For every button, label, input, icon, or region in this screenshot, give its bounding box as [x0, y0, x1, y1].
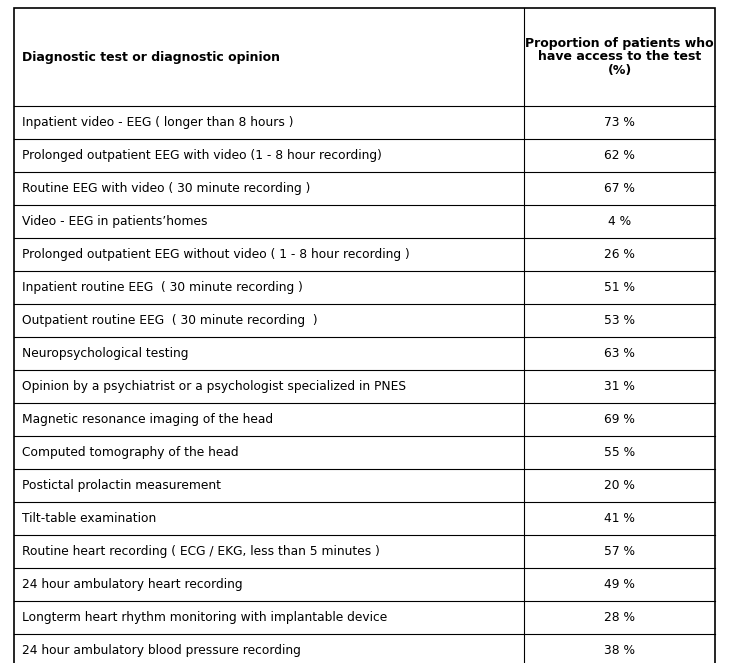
- Text: Prolonged outpatient EEG with video (1 - 8 hour recording): Prolonged outpatient EEG with video (1 -…: [22, 149, 382, 162]
- Text: Computed tomography of the head: Computed tomography of the head: [22, 446, 238, 459]
- Text: 69 %: 69 %: [604, 413, 635, 426]
- Text: Prolonged outpatient EEG without video ( 1 - 8 hour recording ): Prolonged outpatient EEG without video (…: [22, 248, 410, 261]
- Text: 38 %: 38 %: [604, 644, 635, 657]
- Text: Longterm heart rhythm monitoring with implantable device: Longterm heart rhythm monitoring with im…: [22, 611, 387, 624]
- Text: Opinion by a psychiatrist or a psychologist specialized in PNES: Opinion by a psychiatrist or a psycholog…: [22, 380, 406, 393]
- Text: (%): (%): [607, 64, 632, 78]
- Text: 41 %: 41 %: [604, 512, 635, 525]
- Text: 55 %: 55 %: [604, 446, 635, 459]
- Text: 24 hour ambulatory blood pressure recording: 24 hour ambulatory blood pressure record…: [22, 644, 301, 657]
- Text: 51 %: 51 %: [604, 281, 635, 294]
- Text: 53 %: 53 %: [604, 314, 635, 327]
- Text: 67 %: 67 %: [604, 182, 635, 195]
- Text: Inpatient video - EEG ( longer than 8 hours ): Inpatient video - EEG ( longer than 8 ho…: [22, 116, 294, 129]
- Text: 31 %: 31 %: [604, 380, 635, 393]
- Text: Proportion of patients who: Proportion of patients who: [526, 36, 714, 50]
- Text: Video - EEG in patients’homes: Video - EEG in patients’homes: [22, 215, 208, 228]
- Text: 63 %: 63 %: [604, 347, 635, 360]
- Text: Routine EEG with video ( 30 minute recording ): Routine EEG with video ( 30 minute recor…: [22, 182, 311, 195]
- Text: 49 %: 49 %: [604, 578, 635, 591]
- Text: have access to the test: have access to the test: [538, 50, 701, 64]
- Text: 24 hour ambulatory heart recording: 24 hour ambulatory heart recording: [22, 578, 243, 591]
- Text: Tilt-table examination: Tilt-table examination: [22, 512, 156, 525]
- Text: 20 %: 20 %: [604, 479, 635, 492]
- Text: 57 %: 57 %: [604, 545, 635, 558]
- Text: Outpatient routine EEG  ( 30 minute recording  ): Outpatient routine EEG ( 30 minute recor…: [22, 314, 318, 327]
- Text: Magnetic resonance imaging of the head: Magnetic resonance imaging of the head: [22, 413, 273, 426]
- Text: Postictal prolactin measurement: Postictal prolactin measurement: [22, 479, 221, 492]
- Text: Routine heart recording ( ECG / EKG, less than 5 minutes ): Routine heart recording ( ECG / EKG, les…: [22, 545, 380, 558]
- Text: 73 %: 73 %: [604, 116, 635, 129]
- Text: Diagnostic test or diagnostic opinion: Diagnostic test or diagnostic opinion: [22, 50, 280, 64]
- Text: Neuropsychological testing: Neuropsychological testing: [22, 347, 189, 360]
- Text: 62 %: 62 %: [604, 149, 635, 162]
- Text: Inpatient routine EEG  ( 30 minute recording ): Inpatient routine EEG ( 30 minute record…: [22, 281, 303, 294]
- Text: 28 %: 28 %: [604, 611, 635, 624]
- Text: 4 %: 4 %: [608, 215, 631, 228]
- Text: 26 %: 26 %: [604, 248, 635, 261]
